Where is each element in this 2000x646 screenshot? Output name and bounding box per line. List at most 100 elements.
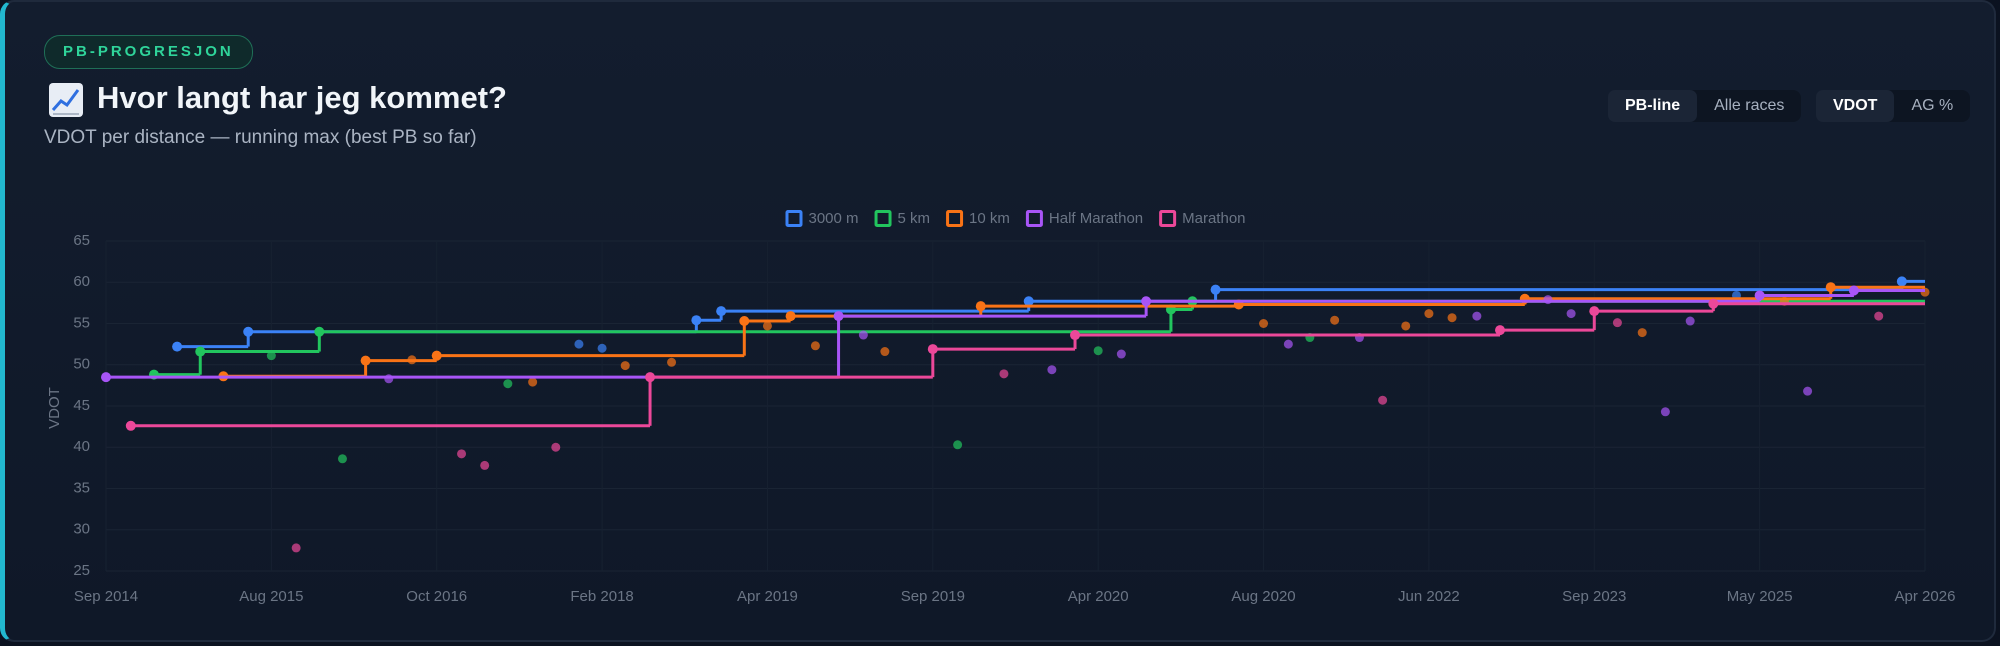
race-dot — [597, 343, 607, 353]
race-dot — [1660, 407, 1670, 417]
pb-marker — [975, 301, 986, 312]
toggle-button[interactable]: Alle races — [1714, 97, 1785, 114]
race-dot — [999, 369, 1009, 379]
x-tick-label: Aug 2015 — [239, 588, 303, 605]
race-dot — [880, 347, 890, 357]
x-tick-label: May 2025 — [1727, 588, 1793, 605]
pb-marker — [1070, 330, 1081, 341]
pb-marker — [125, 420, 136, 431]
title: Hvor langt har jeg kommet? — [97, 80, 507, 115]
subtitle: VDOT per distance — running max (best PB… — [44, 127, 477, 148]
legend: 3000 m 5 km 10 km Half Marathon Marathon — [785, 210, 1246, 227]
x-tick-label: Sep 2019 — [901, 588, 965, 605]
race-dot — [1378, 395, 1388, 405]
race-dot — [528, 377, 538, 387]
legend-swatch — [1025, 210, 1043, 227]
x-tick-label: Sep 2023 — [1562, 588, 1626, 605]
legend-label: Half Marathon — [1049, 210, 1143, 227]
chart-icon — [49, 83, 83, 117]
race-dot — [266, 351, 276, 361]
legend-label: Marathon — [1182, 210, 1245, 227]
legend-swatch — [946, 210, 964, 227]
badge: PB-PROGRESJON — [44, 35, 253, 69]
pb-marker — [1589, 306, 1600, 317]
pb-marker — [785, 311, 796, 322]
pb-marker — [172, 341, 183, 352]
race-dot — [1566, 309, 1576, 319]
race-dot — [1637, 328, 1647, 338]
pb-marker — [1708, 298, 1719, 309]
toggle-button[interactable]: PB-line — [1608, 90, 1698, 122]
legend-label: 10 km — [969, 210, 1010, 227]
race-dot — [1424, 309, 1434, 319]
x-tick-label: Feb 2018 — [570, 588, 633, 605]
race-dot — [667, 357, 677, 367]
race-dot — [1685, 316, 1695, 326]
pb-marker — [314, 326, 325, 337]
race-dot — [1803, 386, 1813, 396]
race-dot — [457, 449, 467, 459]
pb-marker — [360, 355, 371, 366]
race-dot — [291, 543, 301, 553]
race-dot — [953, 440, 963, 450]
pb-marker — [739, 316, 750, 327]
pb-marker — [1896, 276, 1907, 287]
race-dot — [337, 454, 347, 464]
y-tick-label: 40 — [73, 438, 90, 455]
legend-swatch — [874, 210, 892, 227]
pb-marker — [431, 350, 442, 361]
x-tick-label: Apr 2026 — [1895, 588, 1956, 605]
pb-marker — [1023, 296, 1034, 307]
legend-label: 3000 m — [808, 210, 858, 227]
legend-label: 5 km — [898, 210, 931, 227]
y-tick-label: 65 — [73, 232, 90, 249]
x-tick-label: Sep 2014 — [74, 588, 138, 605]
y-tick-label: 45 — [73, 397, 90, 414]
pb-marker — [1495, 325, 1506, 336]
race-dot — [1612, 318, 1622, 328]
race-dot — [1116, 349, 1126, 359]
pb-marker — [1848, 285, 1859, 296]
race-dot — [858, 330, 868, 340]
race-dot — [762, 321, 772, 331]
pb-marker — [1141, 296, 1152, 307]
pb-marker — [1825, 282, 1836, 293]
race-dot — [1472, 311, 1482, 321]
y-axis-title: VDOT — [46, 387, 63, 429]
y-tick-label: 60 — [73, 273, 90, 290]
race-dot — [1093, 346, 1103, 356]
toggle-button[interactable]: VDOT — [1816, 90, 1895, 122]
pb-marker — [691, 315, 702, 326]
race-dot — [1401, 321, 1411, 331]
toggle-button[interactable]: AG % — [1911, 97, 1954, 114]
pb-marker — [195, 346, 206, 357]
y-tick-label: 35 — [73, 479, 90, 496]
x-tick-label: Oct 2016 — [406, 588, 467, 605]
legend-swatch — [1159, 210, 1177, 227]
pb-marker — [101, 372, 111, 383]
race-dot — [574, 339, 584, 349]
pb-marker — [1754, 290, 1765, 301]
y-tick-label: 50 — [73, 356, 90, 373]
race-dot — [1047, 365, 1057, 375]
race-dot — [1259, 319, 1269, 328]
y-tick-label: 55 — [73, 314, 90, 331]
pb-marker — [243, 326, 254, 337]
race-dot — [1447, 313, 1457, 323]
race-dot — [1283, 339, 1293, 349]
legend-swatch — [785, 210, 803, 227]
race-dot — [480, 460, 490, 470]
x-tick-label: Apr 2019 — [737, 588, 798, 605]
y-tick-label: 25 — [73, 562, 90, 579]
pb-marker — [833, 311, 844, 322]
pb-marker — [1210, 284, 1221, 295]
race-dot — [620, 361, 630, 371]
x-tick-label: Jun 2022 — [1398, 588, 1460, 605]
view-toggle: PB-line Alle races — [1608, 90, 1802, 122]
x-tick-label: Aug 2020 — [1231, 588, 1295, 605]
race-dot — [1874, 311, 1884, 321]
race-dot — [551, 442, 561, 452]
metric-toggle: VDOT AG % — [1816, 90, 1971, 122]
